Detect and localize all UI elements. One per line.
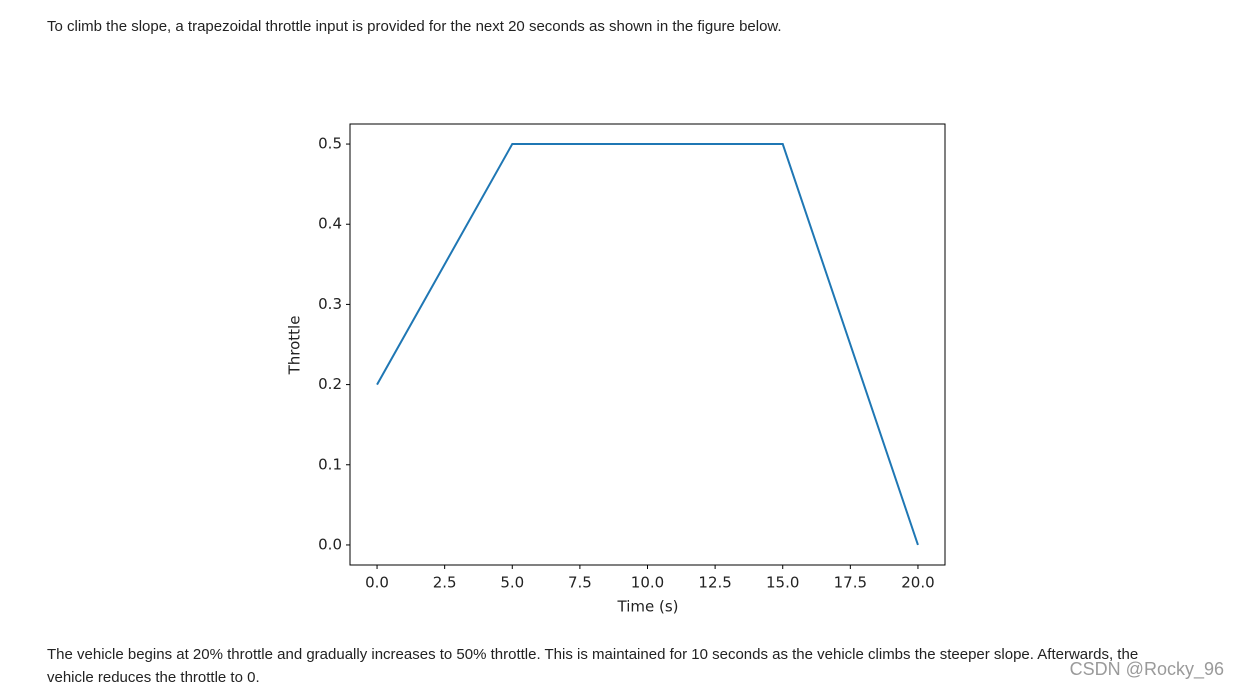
x-tick-label: 15.0 — [766, 574, 799, 592]
y-tick-label: 0.2 — [318, 375, 342, 393]
chart: Time (s) Throttle 0.0 0.1 0.2 0.3 0.4 0.5 0.0 2… — [286, 123, 946, 616]
y-tick-label: 0.3 — [318, 295, 342, 313]
y-tick-label: 0.5 — [318, 135, 342, 153]
x-tick-label: 20.0 — [901, 574, 934, 592]
x-tick-label: 7.5 — [568, 574, 592, 592]
x-tick-label: 0.0 — [365, 574, 389, 592]
y-axis-label: Throttle — [286, 316, 304, 376]
y-tick-label: 0.0 — [318, 535, 342, 553]
watermark: CSDN @Rocky_96 — [1069, 659, 1224, 679]
x-axis-label: Time (s) — [617, 598, 679, 616]
x-tick-label: 17.5 — [834, 574, 867, 592]
x-tick-label: 5.0 — [500, 574, 524, 592]
paragraph: To climb the slope, a trapezoidal thrott… — [47, 18, 782, 35]
x-tick-label: 2.5 — [433, 574, 457, 592]
x-tick-label: 12.5 — [698, 574, 731, 592]
x-tick-label: 10.0 — [631, 574, 664, 592]
axes-frame — [349, 123, 946, 566]
y-tick-label: 0.1 — [318, 455, 342, 473]
line — [376, 143, 919, 546]
y-tick-label: 0.4 — [318, 215, 342, 233]
paragraph: The vehicle begins at 20% throttle and g… — [47, 646, 1139, 686]
